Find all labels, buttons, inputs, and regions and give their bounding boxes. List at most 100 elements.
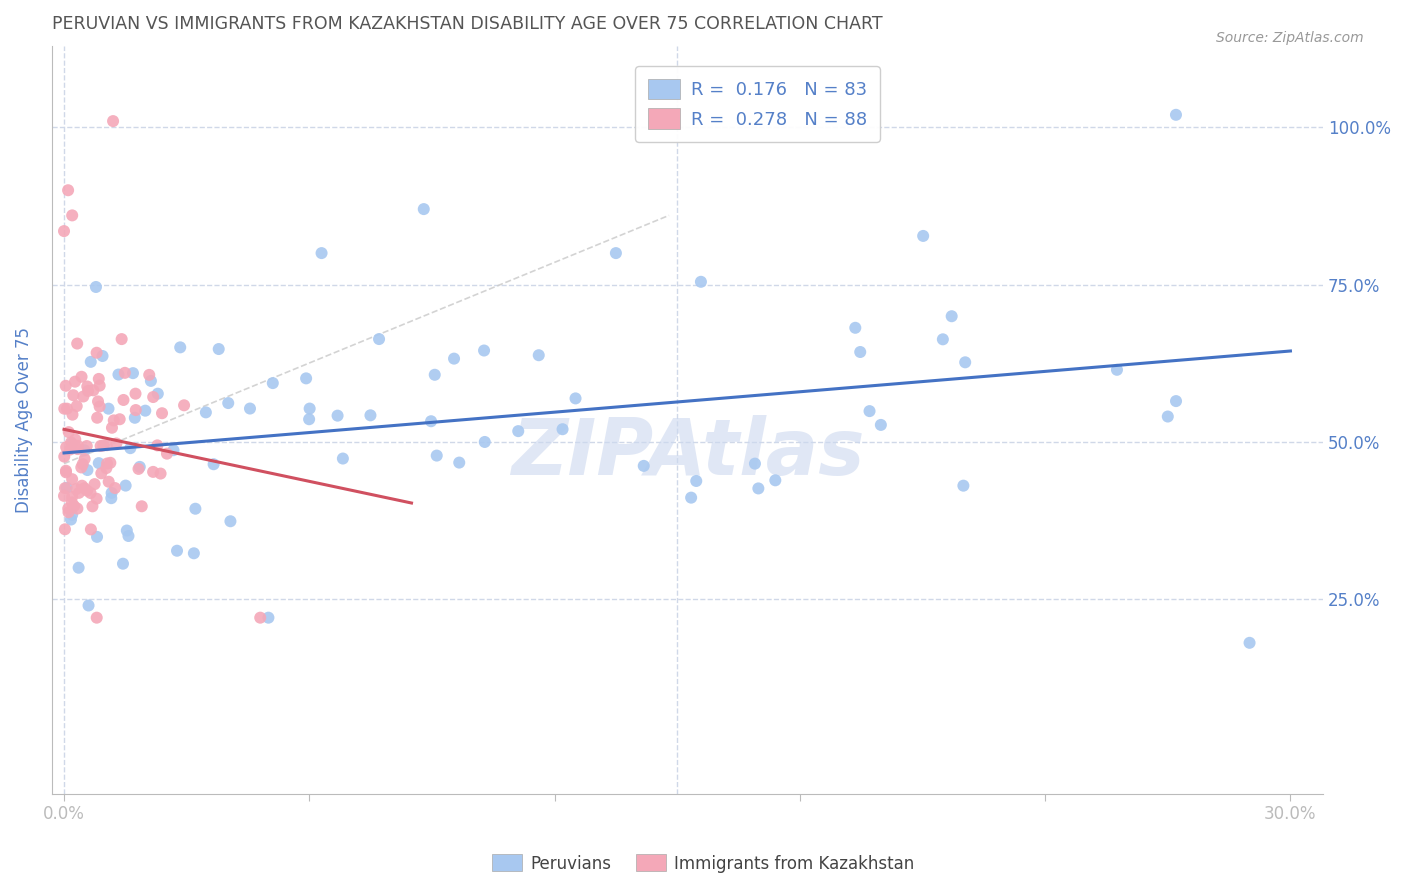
Point	[332, 451, 354, 466]
Legend: Peruvians, Immigrants from Kazakhstan: Peruvians, Immigrants from Kazakhstan	[485, 847, 921, 880]
Point	[55, 465, 77, 479]
Point	[66, 442, 89, 456]
Point	[59, 442, 82, 457]
Point	[420, 414, 443, 428]
Point	[941, 310, 963, 324]
Point	[1105, 363, 1128, 377]
Point	[150, 406, 173, 420]
Point	[112, 392, 135, 407]
Point	[80, 523, 103, 537]
Point	[138, 368, 160, 382]
Point	[87, 456, 110, 470]
Point	[63, 499, 86, 513]
Point	[134, 403, 156, 417]
Point	[173, 398, 195, 412]
Point	[423, 368, 446, 382]
Point	[111, 332, 134, 346]
Y-axis label: Disability Age Over 75: Disability Age Over 75	[15, 326, 32, 513]
Point	[1164, 108, 1187, 122]
Point	[1157, 409, 1180, 424]
Point	[508, 424, 530, 438]
Point	[91, 438, 114, 452]
Point	[262, 376, 284, 390]
Legend: R =  0.176   N = 83, R =  0.278   N = 88: R = 0.176 N = 83, R = 0.278 N = 88	[636, 66, 880, 142]
Text: Source: ZipAtlas.com: Source: ZipAtlas.com	[1216, 31, 1364, 45]
Point	[60, 472, 83, 486]
Point	[128, 462, 150, 476]
Point	[146, 438, 169, 452]
Point	[98, 456, 121, 470]
Point	[73, 481, 96, 495]
Point	[239, 401, 262, 416]
Point	[472, 343, 495, 358]
Point	[124, 386, 146, 401]
Point	[107, 368, 129, 382]
Point	[763, 473, 786, 487]
Point	[100, 491, 122, 505]
Point	[449, 456, 471, 470]
Point	[605, 246, 627, 260]
Point	[257, 610, 280, 624]
Point	[858, 404, 880, 418]
Point	[690, 275, 713, 289]
Point	[849, 345, 872, 359]
Point	[219, 514, 242, 528]
Point	[72, 390, 94, 404]
Point	[443, 351, 465, 366]
Point	[90, 467, 112, 481]
Point	[564, 392, 586, 406]
Point	[86, 530, 108, 544]
Point	[125, 403, 148, 417]
Point	[89, 400, 111, 414]
Point	[633, 458, 655, 473]
Point	[86, 491, 108, 506]
Point	[169, 340, 191, 354]
Point	[62, 388, 84, 402]
Point	[202, 457, 225, 471]
Point	[131, 500, 153, 514]
Point	[104, 481, 127, 495]
Point	[58, 501, 80, 516]
Point	[76, 483, 98, 498]
Point	[108, 412, 131, 426]
Text: ZIPAtlas: ZIPAtlas	[510, 416, 865, 491]
Point	[298, 401, 321, 416]
Point	[426, 449, 449, 463]
Point	[56, 401, 79, 416]
Point	[217, 396, 239, 410]
Point	[194, 405, 217, 419]
Point	[66, 336, 89, 351]
Point	[55, 379, 77, 393]
Point	[208, 342, 231, 356]
Point	[96, 438, 118, 452]
Point	[96, 461, 118, 475]
Point	[91, 349, 114, 363]
Point	[62, 408, 84, 422]
Point	[60, 508, 83, 522]
Point	[67, 486, 90, 500]
Point	[53, 401, 76, 416]
Point	[66, 501, 89, 516]
Point	[326, 409, 349, 423]
Point	[120, 441, 142, 455]
Point	[412, 202, 434, 216]
Point	[89, 378, 111, 392]
Point	[83, 477, 105, 491]
Point	[142, 390, 165, 404]
Text: PERUVIAN VS IMMIGRANTS FROM KAZAKHSTAN DISABILITY AGE OVER 75 CORRELATION CHART: PERUVIAN VS IMMIGRANTS FROM KAZAKHSTAN D…	[52, 15, 883, 33]
Point	[76, 379, 98, 393]
Point	[844, 320, 866, 334]
Point	[551, 422, 574, 436]
Point	[117, 529, 139, 543]
Point	[359, 409, 381, 423]
Point	[53, 522, 76, 536]
Point	[55, 481, 77, 495]
Point	[1239, 636, 1261, 650]
Point	[128, 459, 150, 474]
Point	[53, 489, 76, 503]
Point	[298, 412, 321, 426]
Point	[744, 457, 766, 471]
Point	[685, 474, 707, 488]
Point	[870, 417, 893, 432]
Point	[311, 246, 333, 260]
